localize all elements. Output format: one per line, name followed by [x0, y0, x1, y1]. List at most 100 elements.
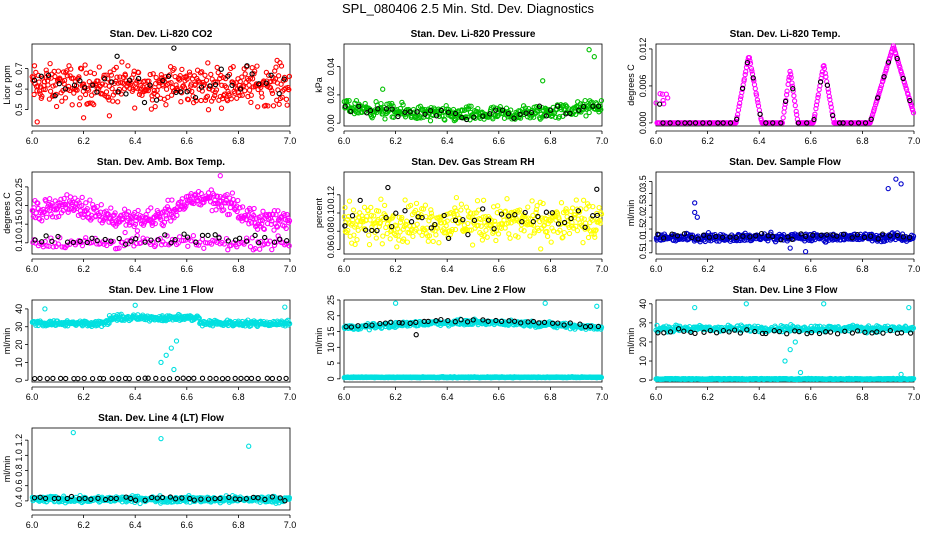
- data-point: [63, 96, 67, 100]
- x-tick-label: 6.0: [338, 392, 351, 402]
- data-point: [70, 103, 74, 107]
- data-point: [261, 209, 265, 213]
- data-point: [403, 209, 407, 213]
- series-1: [33, 376, 289, 381]
- x-tick-label: 6.2: [389, 392, 402, 402]
- data-point: [379, 197, 383, 201]
- x-tick-label: 6.6: [181, 264, 194, 274]
- data-point: [414, 333, 418, 337]
- data-point: [693, 201, 697, 205]
- data-point: [243, 72, 247, 76]
- data-point: [142, 100, 146, 104]
- data-point: [208, 376, 212, 380]
- data-point: [228, 206, 232, 210]
- data-point: [169, 346, 173, 350]
- y-tick-label: 0.06: [326, 241, 336, 259]
- data-point: [241, 205, 245, 209]
- data-point: [107, 84, 111, 88]
- data-point: [528, 234, 532, 238]
- data-point: [496, 204, 500, 208]
- data-point: [78, 96, 82, 100]
- y-tick-label: 20: [638, 337, 648, 347]
- x-tick-label: 7.0: [284, 264, 297, 274]
- data-point: [255, 64, 259, 68]
- data-point: [123, 230, 127, 234]
- data-point: [53, 199, 57, 203]
- data-point: [420, 233, 424, 237]
- data-point: [97, 65, 101, 69]
- data-point: [204, 78, 208, 82]
- y-axis-label: ml/min: [626, 200, 636, 227]
- y-axis-label: ml/min: [2, 328, 12, 355]
- panel-title: Stan. Dev. Gas Stream RH: [411, 157, 534, 168]
- y-axis-label: kPa: [314, 77, 324, 93]
- data-point: [124, 92, 128, 96]
- x-tick-label: 6.0: [650, 264, 663, 274]
- y-tick-label: 0.25: [14, 178, 24, 196]
- data-point: [80, 195, 84, 199]
- data-point: [403, 198, 407, 202]
- x-tick-label: 6.8: [544, 392, 557, 402]
- data-point: [203, 73, 207, 77]
- data-point: [126, 64, 130, 68]
- data-point: [233, 376, 237, 380]
- data-point: [84, 71, 88, 75]
- y-tick-label: 25: [326, 295, 336, 305]
- y-tick-label: 15: [326, 327, 336, 337]
- data-point: [55, 104, 59, 108]
- data-point: [270, 91, 274, 95]
- plot-frame: [32, 300, 290, 382]
- x-tick-label: 6.0: [338, 264, 351, 274]
- data-point: [369, 205, 373, 209]
- data-point: [45, 377, 49, 381]
- data-point: [230, 191, 234, 195]
- data-point: [414, 201, 418, 205]
- data-point: [562, 231, 566, 235]
- data-point: [116, 100, 120, 104]
- y-tick-label: 30: [638, 318, 648, 328]
- data-point: [236, 198, 240, 202]
- data-point: [792, 94, 796, 98]
- data-point: [544, 210, 548, 214]
- data-point: [252, 206, 256, 210]
- data-point: [206, 61, 210, 65]
- data-point: [484, 228, 488, 232]
- y-axis-label: percent: [314, 197, 324, 228]
- data-point: [120, 60, 124, 64]
- data-point: [82, 376, 86, 380]
- y-tick-label: 0.012: [638, 38, 648, 61]
- data-point: [187, 376, 191, 380]
- data-point: [153, 105, 157, 109]
- data-point: [256, 105, 260, 109]
- panel-title: Stan. Dev. Sample Flow: [729, 157, 841, 168]
- y-tick-label: 0.04: [326, 58, 336, 76]
- x-tick-label: 6.8: [544, 136, 557, 146]
- data-point: [494, 238, 498, 242]
- y-axis-label: Licor ppm: [2, 65, 12, 105]
- data-point: [56, 69, 60, 73]
- data-point: [586, 235, 590, 239]
- data-point: [459, 208, 463, 212]
- x-tick-label: 7.0: [284, 392, 297, 402]
- y-tick-label: 2.5: [638, 199, 648, 212]
- data-point: [91, 377, 95, 381]
- data-point: [380, 242, 384, 246]
- data-point: [49, 89, 53, 93]
- data-point: [549, 240, 553, 244]
- data-point: [753, 87, 757, 91]
- data-point: [783, 359, 787, 363]
- data-point: [155, 98, 159, 102]
- data-point: [587, 48, 591, 52]
- x-tick-label: 6.4: [441, 136, 454, 146]
- data-point: [899, 372, 903, 376]
- data-point: [149, 206, 153, 210]
- data-point: [247, 222, 251, 226]
- series-0: [654, 44, 916, 125]
- y-tick-label: 0.00: [326, 114, 336, 132]
- data-point: [43, 307, 47, 311]
